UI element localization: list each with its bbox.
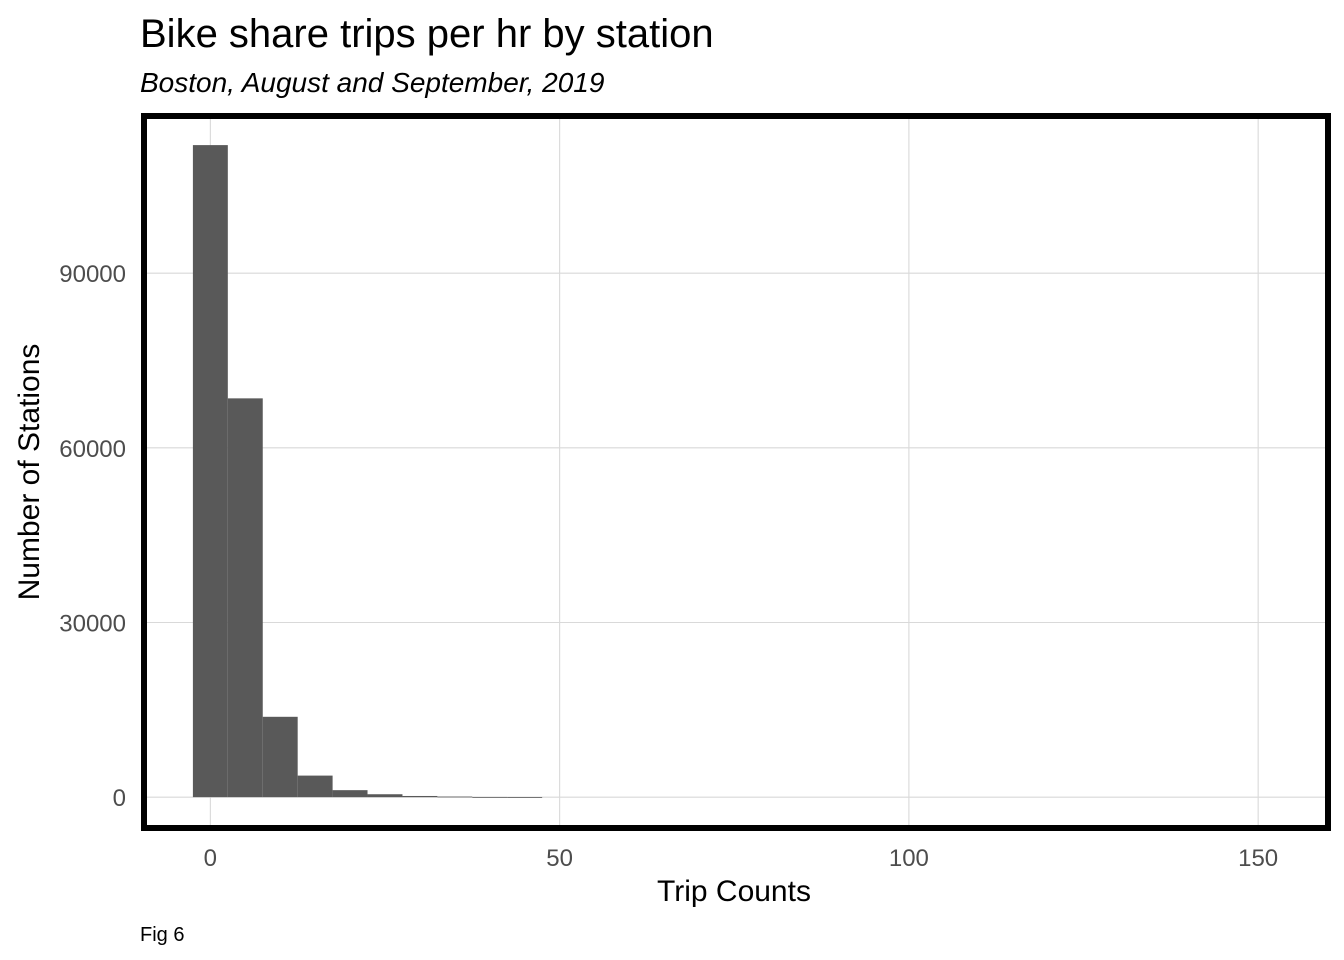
y-tick-label: 30000 <box>59 610 126 637</box>
histogram-bar <box>262 716 298 798</box>
x-axis-title: Trip Counts <box>657 875 811 908</box>
histogram-bars <box>192 145 543 798</box>
panel-border <box>141 113 1331 831</box>
grid-lines <box>144 116 1328 828</box>
chart-caption: Fig 6 <box>140 924 184 946</box>
histogram-bar <box>437 796 473 798</box>
histogram-bar <box>297 775 333 798</box>
histogram-bar <box>472 796 508 798</box>
chart-title: Bike share trips per hr by station <box>140 12 714 56</box>
x-tick-label: 0 <box>204 845 217 872</box>
chart-subtitle: Boston, August and September, 2019 <box>140 67 604 98</box>
histogram-bar <box>367 794 403 798</box>
x-tick-label: 50 <box>546 845 573 872</box>
y-axis-title: Number of Stations <box>13 344 46 601</box>
x-tick-label: 150 <box>1238 845 1278 872</box>
histogram-bar <box>332 790 368 798</box>
y-tick-label: 60000 <box>59 436 126 463</box>
y-tick-label: 0 <box>113 785 126 812</box>
histogram-bar <box>402 795 438 798</box>
x-axis-ticks: 0 50 100 150 <box>204 845 1278 872</box>
histogram-bar <box>227 398 263 798</box>
y-tick-label: 90000 <box>59 261 126 288</box>
histogram-bar <box>507 797 543 798</box>
y-axis-ticks: 0 30000 60000 90000 <box>59 261 126 812</box>
histogram-bar <box>192 145 228 798</box>
x-tick-label: 100 <box>889 845 929 872</box>
